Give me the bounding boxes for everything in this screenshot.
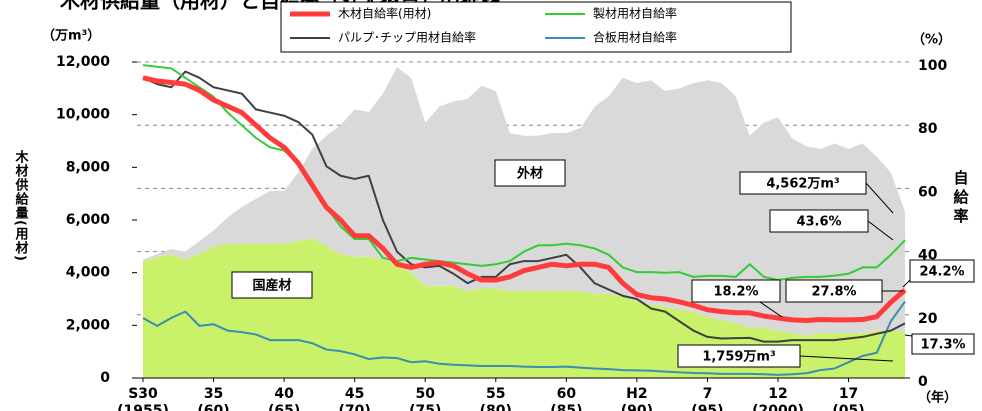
legend-label: 合板用材自給率 (593, 30, 677, 45)
y2-tick-label: 80 (918, 121, 938, 137)
y-tick-label: 12,000 (56, 54, 110, 70)
annotation-leader (865, 182, 894, 214)
x-tick-sublabel: (85) (550, 403, 582, 411)
y-axis-label: 木材供給量(用材) (13, 149, 30, 261)
x-tick-label: 35 (204, 386, 223, 402)
y-tick-label: 10,000 (56, 107, 110, 123)
x-tick-sublabel: (05) (832, 403, 864, 411)
x-tick-label: 12 (768, 386, 787, 402)
annotation-leader (902, 279, 911, 288)
x-tick-label: 7 (703, 386, 713, 402)
y-tick-label: 4,000 (66, 265, 111, 281)
y2-axis-label: 自給率 (952, 169, 970, 227)
x-tick-sublabel: (90) (621, 403, 653, 411)
x-tick-sublabel: (65) (268, 403, 300, 411)
x-tick-label: S30 (128, 386, 158, 402)
annotation-box (911, 333, 975, 355)
y2-tick-label: 20 (918, 311, 938, 327)
x-tick-label: H2 (626, 386, 647, 402)
annotation-box (739, 171, 867, 195)
y2-tick-label: 0 (918, 374, 928, 390)
annotation: 18.2% (713, 285, 758, 300)
annotation: 27.8% (811, 285, 856, 300)
annotation: 国産材 (252, 278, 291, 294)
annotation-box (785, 279, 883, 303)
annotation-leader (759, 301, 783, 318)
annotation-leader (799, 355, 894, 362)
x-tick-sublabel: (1955) (117, 403, 169, 411)
x-tick-label: 60 (557, 386, 577, 402)
annotation-box (231, 271, 313, 299)
x-axis-label: （年） (918, 390, 957, 406)
x-tick-sublabel: (75) (409, 403, 441, 411)
legend-label: 木材自給率(用材) (338, 6, 431, 21)
legend-label: 製材用材自給率 (593, 6, 677, 21)
x-tick-sublabel: (95) (691, 403, 723, 411)
annotation-box (691, 279, 781, 303)
y-axis-unit: （万m³） (42, 28, 100, 44)
annotation: 24.2% (919, 265, 964, 280)
x-tick-label: 50 (415, 386, 435, 402)
annotation: 1,759万m³ (702, 350, 775, 365)
legend-box (280, 1, 792, 53)
annotation: 外材 (516, 166, 543, 182)
x-tick-sublabel: (80) (480, 403, 512, 411)
annotation: 17.3% (920, 338, 965, 353)
y-tick-label: 0 (100, 370, 110, 386)
line-series (142, 300, 906, 376)
annotation-leader (904, 334, 913, 337)
y2-axis-unit: （%） (912, 32, 951, 48)
x-tick-label: 55 (486, 386, 505, 402)
area (143, 238, 905, 378)
annotation-box (769, 209, 869, 233)
annotation-box (677, 344, 801, 368)
x-tick-sublabel: (70) (339, 403, 371, 411)
x-tick-sublabel: (60) (197, 403, 229, 411)
y-tick-label: 6,000 (66, 212, 111, 228)
line-series (142, 75, 907, 323)
area (143, 67, 905, 336)
legend-label: パルプ･チップ用材自給率 (338, 30, 476, 45)
annotation: 43.6% (796, 215, 841, 230)
annotation-box (494, 159, 566, 187)
annotation-box (909, 259, 975, 283)
line-series (142, 70, 906, 343)
annotation-leader (867, 220, 894, 241)
y-tick-label: 8,000 (66, 159, 111, 175)
x-tick-sublabel: (2000) (752, 403, 804, 411)
annotation: 4,562万m³ (766, 177, 839, 192)
x-tick-label: 17 (839, 386, 858, 402)
x-tick-label: 45 (345, 386, 364, 402)
y2-tick-label: 60 (918, 184, 938, 200)
y2-tick-label: 100 (918, 58, 947, 74)
x-tick-label: 40 (274, 386, 294, 402)
y-tick-label: 2,000 (66, 317, 111, 333)
